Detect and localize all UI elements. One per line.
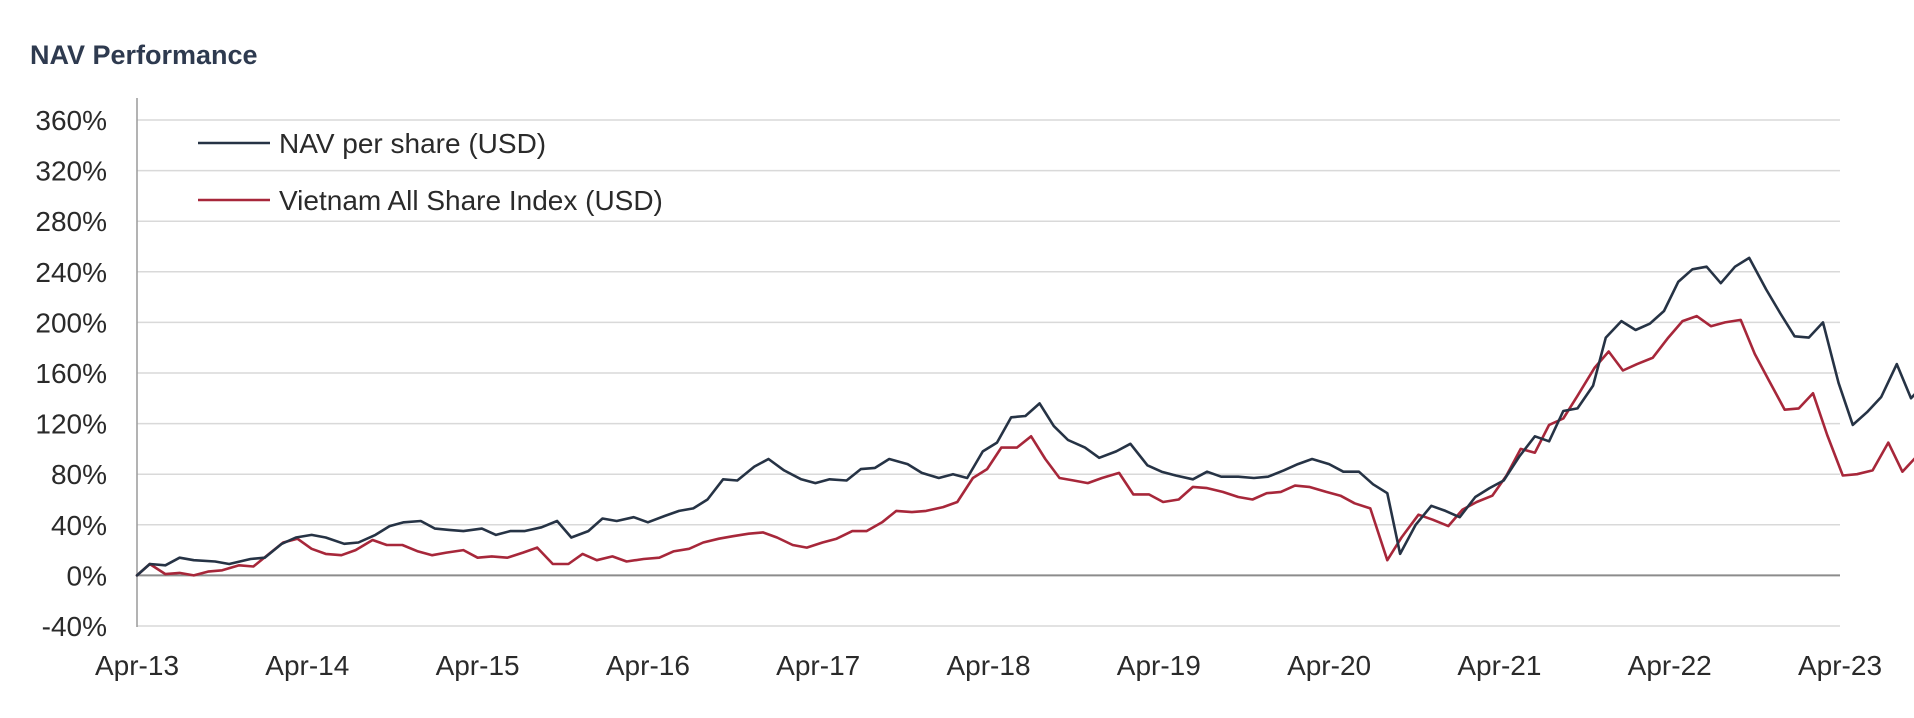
x-tick-label: Apr-20 xyxy=(1287,650,1371,681)
y-tick-label: 0% xyxy=(67,560,107,591)
x-tick-label: Apr-22 xyxy=(1628,650,1712,681)
chart-title: NAV Performance xyxy=(30,40,258,70)
y-tick-label: 40% xyxy=(51,510,107,541)
x-tick-label: Apr-18 xyxy=(946,650,1030,681)
y-tick-label: 200% xyxy=(35,307,107,338)
legend: NAV per share (USD) Vietnam All Share Ind… xyxy=(198,128,663,216)
x-tick-label: Apr-17 xyxy=(776,650,860,681)
x-tick-label: Apr-15 xyxy=(436,650,520,681)
series-line-nav-per-share xyxy=(135,256,1914,577)
x-tick-label: Apr-19 xyxy=(1117,650,1201,681)
y-tick-label: 80% xyxy=(51,459,107,490)
x-tick-label: Apr-13 xyxy=(95,650,179,681)
x-tick-label: Apr-21 xyxy=(1457,650,1541,681)
series-lines xyxy=(135,256,1914,577)
y-tick-label: 280% xyxy=(35,206,107,237)
x-tick-label: Apr-14 xyxy=(265,650,349,681)
y-tick-label: 120% xyxy=(35,409,107,440)
legend-label: NAV per share (USD) xyxy=(279,128,546,159)
y-tick-label: 240% xyxy=(35,257,107,288)
x-tick-label: Apr-16 xyxy=(606,650,690,681)
y-tick-label: 160% xyxy=(35,358,107,389)
gridlines xyxy=(137,119,1840,627)
x-axis-ticks: Apr-13 Apr-14 Apr-15 Apr-16 Apr-17 Apr-18 Apr-… xyxy=(95,650,1882,681)
legend-label: Vietnam All Share Index (USD) xyxy=(279,185,663,216)
x-tick-label: Apr-23 xyxy=(1798,650,1882,681)
y-tick-label: -40% xyxy=(42,611,107,642)
y-tick-label: 360% xyxy=(35,105,107,136)
y-axis-ticks: -40% 0% 40% 80% 120% 160% 200% 240% 280% 320% 360% xyxy=(35,105,107,642)
y-tick-label: 320% xyxy=(35,156,107,187)
series-line-vietnam-all-share-index xyxy=(135,314,1914,577)
